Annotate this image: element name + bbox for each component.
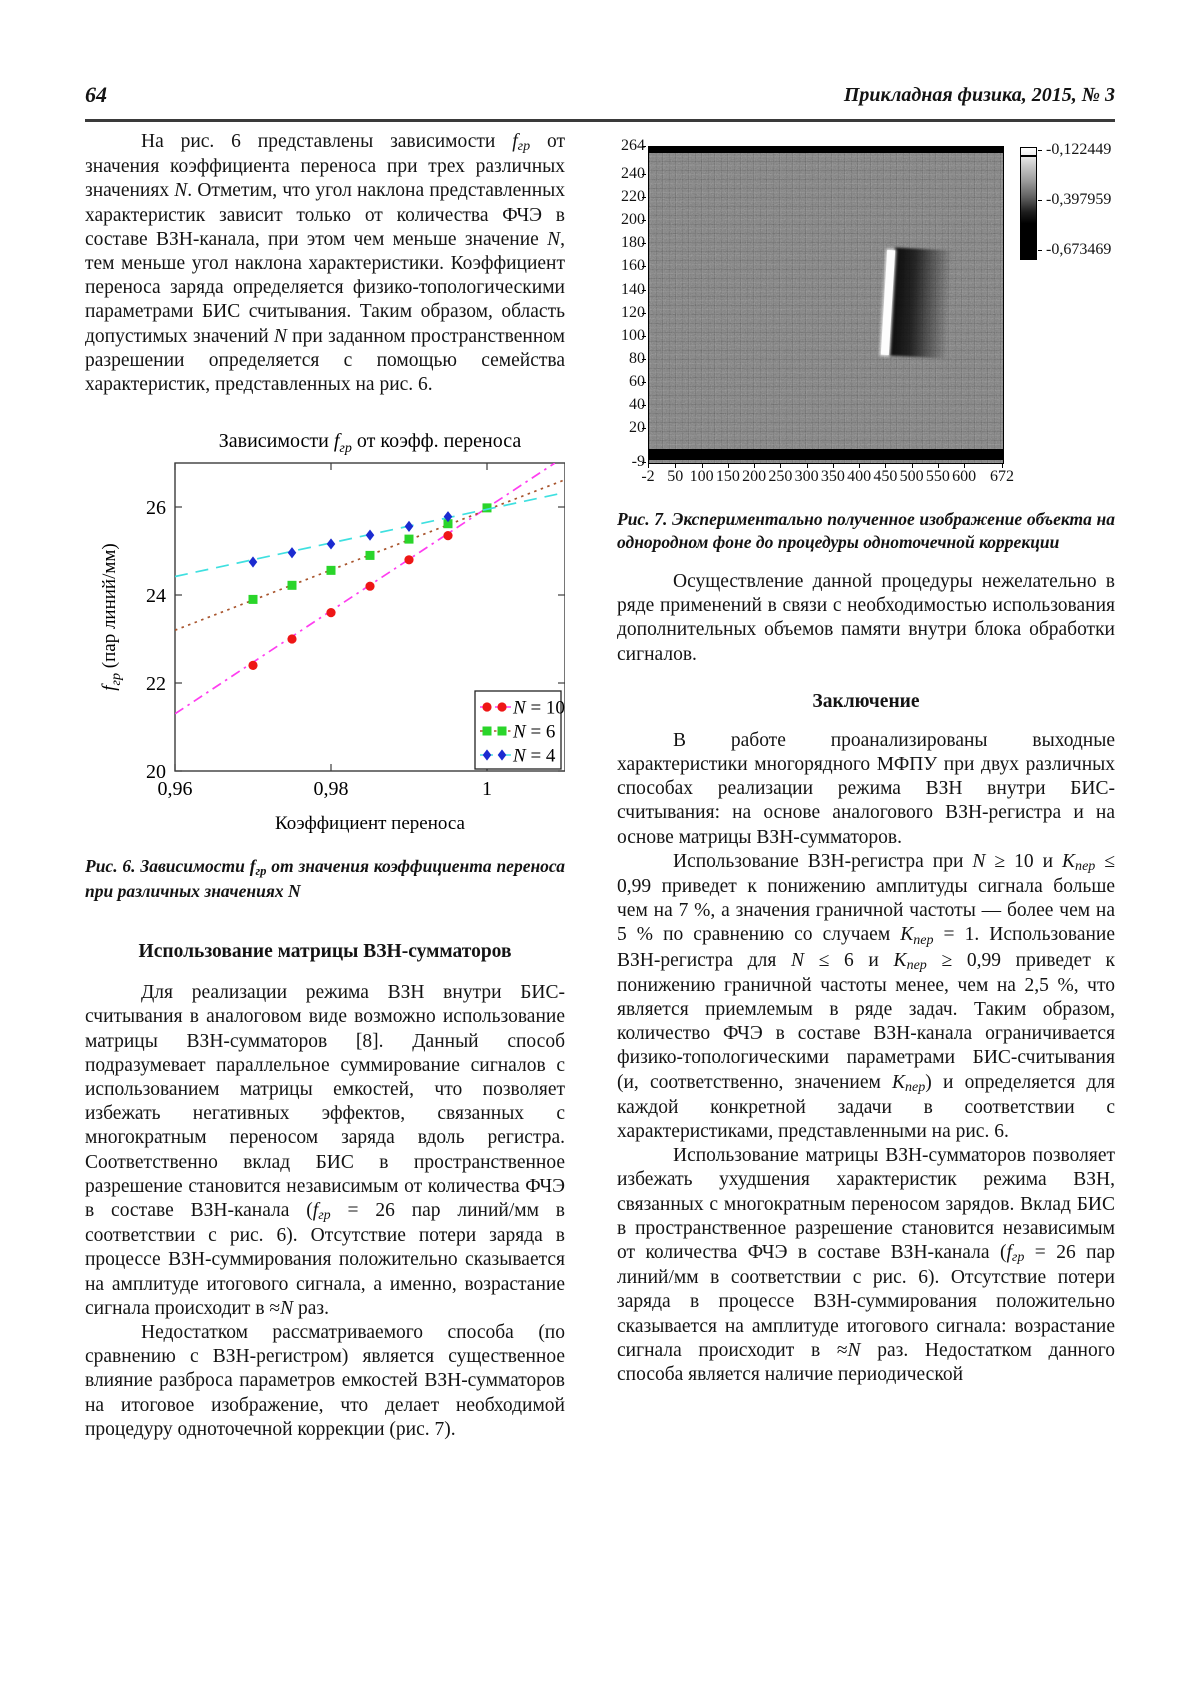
- svg-text:Коэффициент переноса: Коэффициент переноса: [275, 813, 466, 834]
- svg-text:N = 4: N = 4: [512, 746, 556, 767]
- y-tick-label: 20: [629, 419, 645, 437]
- x-tick-label: 500: [899, 468, 924, 485]
- fig7-image: [648, 146, 1004, 464]
- paragraph: Для реализации режима ВЗН внутри БИС-счи…: [85, 982, 565, 1319]
- y-tick-label: 264: [621, 137, 645, 154]
- svg-text:26: 26: [146, 497, 166, 519]
- y-tick-label: -9: [631, 453, 645, 470]
- y-tick-label: 120: [621, 303, 645, 321]
- y-tick-label: 180: [621, 234, 645, 252]
- y-tick-label: 220: [621, 187, 645, 205]
- fig6-chart: Зависимости fгр от коэфф. переноса fгр (п…: [99, 430, 565, 834]
- fig7-figure: 264 240 220 200 180 160 140 120 100 80 60 40 20 -9 -2…: [617, 130, 1115, 492]
- paragraph: В работе проанализированы выходные харак…: [617, 729, 1115, 848]
- x-tick-label: 150: [715, 468, 740, 485]
- x-tick-label: 672: [990, 468, 1014, 485]
- x-tick-label: 100: [689, 468, 714, 485]
- colorbar-label: -0,397959: [1046, 191, 1112, 209]
- y-tick-label: 100: [621, 326, 645, 344]
- x-tick-label: 400: [847, 468, 872, 485]
- x-tick-label: 450: [873, 468, 898, 485]
- x-tick-label: 550: [925, 468, 950, 485]
- x-tick-label: 600: [952, 468, 977, 485]
- y-tick-label: 240: [621, 164, 645, 182]
- svg-text:1: 1: [482, 778, 492, 800]
- section-heading-summators: Использование матрицы ВЗН-сумматоров: [138, 941, 512, 963]
- y-tick-label: 60: [629, 373, 645, 391]
- fig6-figure: Зависимости fгр от коэфф. переноса fгр (п…: [85, 423, 565, 837]
- header-journal-title: Прикладная физика, 2015, № 3: [843, 84, 1115, 106]
- x-tick-label: 250: [768, 468, 793, 485]
- y-tick-label: 200: [621, 211, 645, 229]
- x-tick-label: 300: [794, 468, 819, 485]
- svg-text:24: 24: [146, 585, 166, 607]
- y-tick-label: 160: [621, 257, 645, 275]
- svg-text:20: 20: [146, 761, 166, 783]
- top-black-bar: [649, 147, 1003, 153]
- section-heading-conclusion: Заключение: [812, 690, 920, 712]
- colorbar-label: -0,673469: [1046, 241, 1112, 259]
- header-page-number: 64: [85, 82, 107, 107]
- y-tick-label: 140: [621, 280, 645, 298]
- colorbar-label: -0,122449: [1046, 141, 1112, 159]
- svg-text:N = 10: N = 10: [512, 698, 565, 719]
- header-rule: [85, 119, 1115, 122]
- paragraph: Использование ВЗН-регистра при N ≥ 10 и …: [617, 850, 1116, 1143]
- paragraph: Использование матрицы ВЗН-сумматоров поз…: [617, 1145, 1115, 1386]
- svg-text:fгр (пар линий/мм): fгр (пар линий/мм): [99, 543, 124, 690]
- paragraph: На рис. 6 представлены зависимости fгр о…: [85, 131, 565, 396]
- left-column: На рис. 6 представлены зависимости fгр о…: [85, 130, 565, 1442]
- bottom-black-bar: [649, 449, 1003, 460]
- right-column: 264 240 220 200 180 160 140 120 100 80 60 40 20 -9 -2…: [617, 130, 1115, 1387]
- y-tick-label: 80: [629, 349, 645, 367]
- x-tick-label: 50: [667, 468, 684, 485]
- paragraph: Недостатком рассматриваемого способа (по…: [85, 1322, 565, 1440]
- x-tick-label: 200: [742, 468, 767, 485]
- fig7-colorbar: [1020, 147, 1037, 260]
- fig7-caption: Рис. 7. Экспериментально полученное изоб…: [617, 509, 1115, 552]
- svg-text:0,98: 0,98: [314, 778, 349, 800]
- x-tick-label: 350: [820, 468, 845, 485]
- svg-text:0,96: 0,96: [158, 778, 193, 800]
- fig6-caption: Рис. 6. Зависимости fгр от значения коэф…: [85, 856, 565, 902]
- svg-text:Зависимости fгр от коэфф. пере: Зависимости fгр от коэфф. переноса: [219, 430, 522, 456]
- paragraph: Осуществление данной процедуры нежелател…: [617, 571, 1115, 665]
- colorbar-cap-line: [1021, 155, 1036, 157]
- svg-text:22: 22: [146, 673, 166, 695]
- y-tick-label: 40: [629, 396, 645, 414]
- x-tick-label: -2: [641, 468, 655, 485]
- object-shadow: [889, 247, 953, 359]
- svg-text:N = 6: N = 6: [512, 722, 555, 743]
